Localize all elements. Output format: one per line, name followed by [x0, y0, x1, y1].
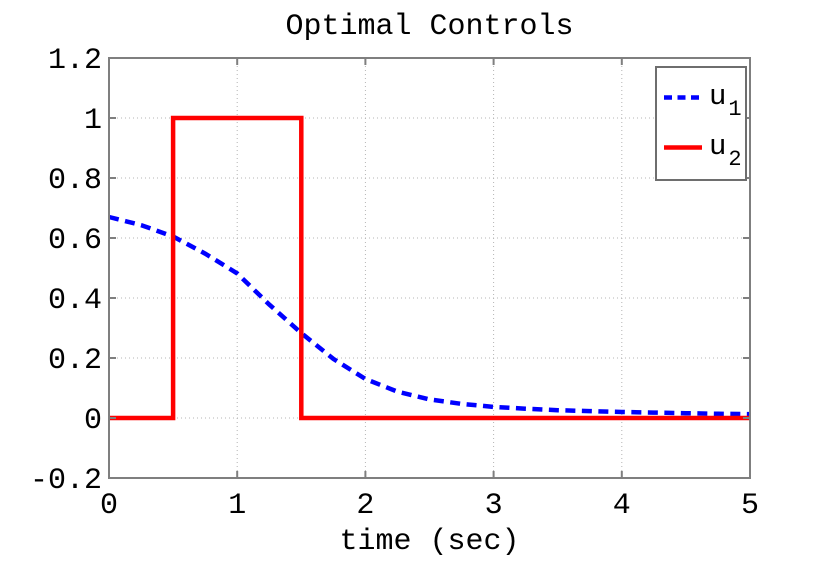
legend: u1 u2 — [655, 66, 747, 181]
legend-entry-u2: u2 — [664, 130, 745, 173]
legend-label-subscript-u2: 2 — [728, 147, 742, 173]
x-tick-label: 5 — [741, 489, 759, 523]
x-axis-label: time (sec) — [339, 525, 520, 559]
series-u2-line — [109, 115, 750, 421]
legend-entry-u1: u1 — [664, 79, 745, 122]
y-tick-label: 1 — [84, 104, 102, 138]
legend-line-sample-u2 — [664, 145, 702, 150]
y-tick-label: 0.2 — [48, 344, 102, 378]
x-tick-label: 0 — [100, 489, 118, 523]
axes-box — [108, 57, 751, 479]
x-tick-label: 4 — [613, 489, 631, 523]
x-tick-label: 2 — [356, 489, 374, 523]
x-tick-label: 3 — [485, 489, 503, 523]
y-tick-label: -0.2 — [30, 464, 102, 498]
y-tick-label: 1.2 — [48, 44, 102, 78]
x-tick-label: 1 — [228, 489, 246, 523]
series-u1-line — [108, 214, 751, 417]
legend-label-subscript-u1: 1 — [728, 96, 742, 122]
y-tick-label: 0.8 — [48, 164, 102, 198]
legend-line-sample-u1 — [664, 95, 702, 100]
legend-label-u2: u2 — [709, 130, 742, 173]
y-tick-label: 0.6 — [48, 224, 102, 258]
legend-label-u1: u1 — [709, 79, 742, 122]
y-tick-label: 0 — [84, 404, 102, 438]
chart-title: Optimal Controls — [285, 10, 574, 44]
y-tick-label: 0.4 — [48, 284, 102, 318]
